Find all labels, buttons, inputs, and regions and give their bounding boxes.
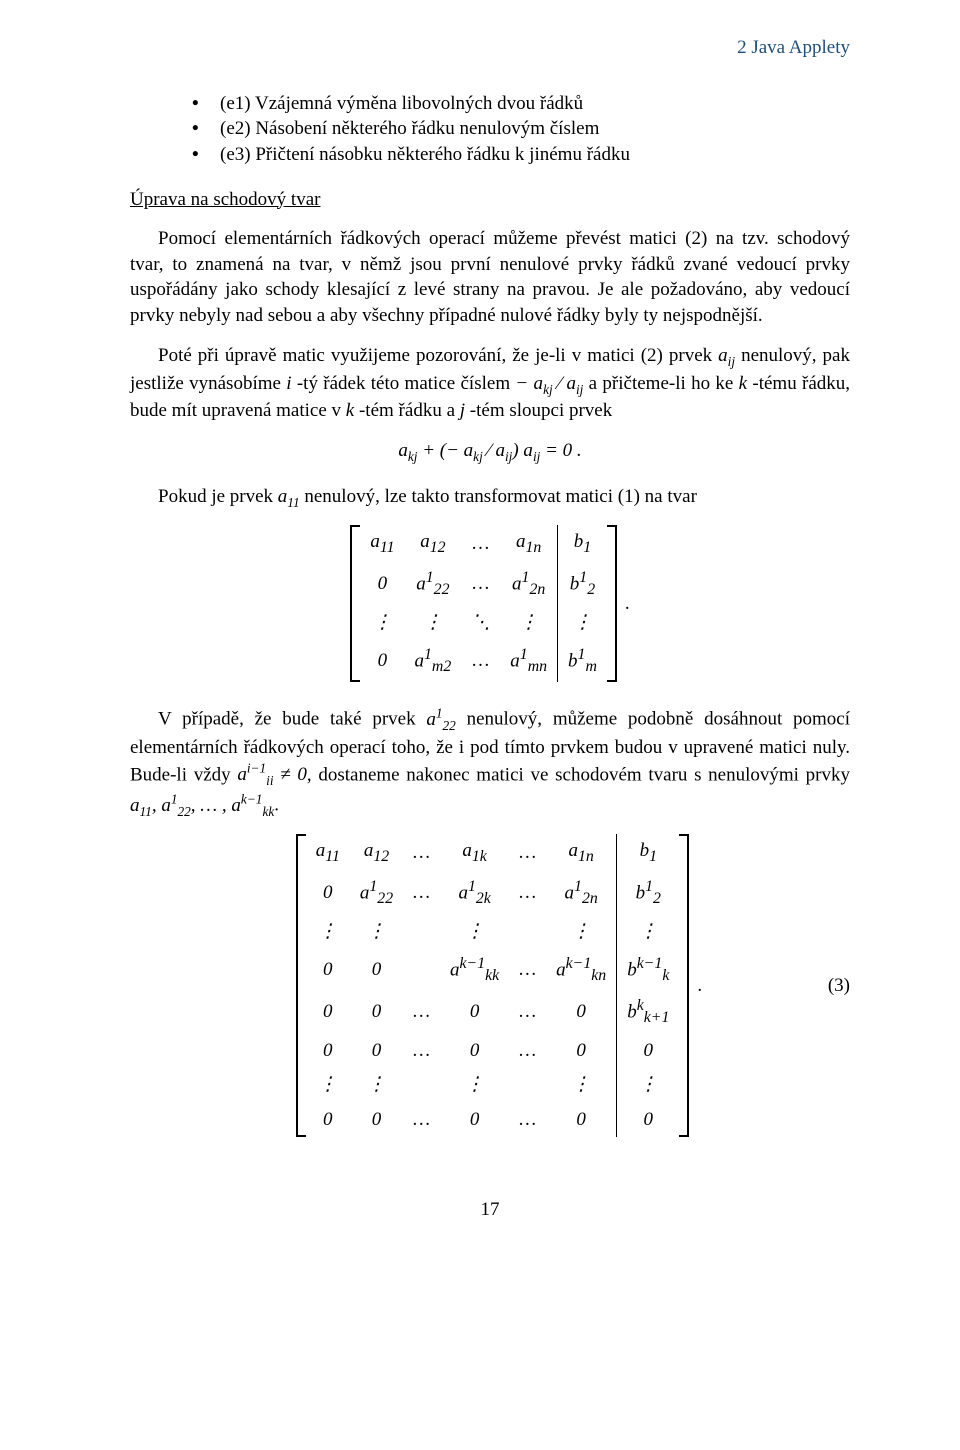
math-inline: ai−1ii ≠ 0 — [237, 764, 307, 785]
matrix-2: a11 a12 … a1k … a1n b1 0 a122 … a12k … — [296, 834, 690, 1137]
text: -tém řádku a — [359, 400, 460, 421]
section-header: 2 Java Applety — [130, 35, 850, 61]
math-inline: − akj ⁄ aij — [515, 373, 583, 394]
equation-zero: akj + (− akj ⁄ aij) aij = 0 . — [130, 438, 850, 466]
text: Pokud je prvek — [158, 486, 278, 507]
equation-number: (3) — [828, 973, 850, 999]
math-inline: a11 — [278, 486, 300, 507]
page-number: 17 — [130, 1197, 850, 1223]
paragraph-2: Poté při úpravě matic využijeme pozorová… — [130, 343, 850, 424]
math-inline: k — [346, 400, 354, 421]
list-item: (e3) Přičtení násobku některého řádku k … — [220, 142, 850, 168]
page: 2 Java Applety (e1) Vzájemná výměna libo… — [0, 0, 960, 1450]
text: -tý řádek této matice číslem — [297, 373, 516, 394]
math-inline: aij — [718, 345, 735, 366]
text: Poté při úpravě matic využijeme pozorová… — [158, 345, 718, 366]
math-inline: a122 — [426, 709, 455, 730]
subheading: Úprava na schodový tvar — [130, 187, 850, 213]
text: V případě, že bude také prvek — [158, 709, 426, 730]
math-inline: a11, a122, … , ak−1kk — [130, 795, 274, 816]
paragraph-3: Pokud je prvek a11 nenulový, lze takto t… — [130, 484, 850, 512]
matrix-2-block: a11 a12 … a1k … a1n b1 0 a122 … a12k … — [130, 834, 850, 1137]
paragraph-1: Pomocí elementárních řádkových operací m… — [130, 226, 850, 329]
text: -tém sloupci prvek — [470, 400, 612, 421]
matrix-1-block: a11 a12 … a1n b1 0 a122 … a12n b12 ⋮ ⋮ ⋱ — [130, 525, 850, 682]
math-inline: k — [739, 373, 747, 394]
elementary-ops-list: (e1) Vzájemná výměna libovolných dvou řá… — [130, 91, 850, 168]
paragraph-4: V případě, že bude také prvek a122 nenul… — [130, 704, 850, 820]
math-inline: i — [286, 373, 291, 394]
text: a přičteme-li ho ke — [589, 373, 739, 394]
text: nenulový, lze takto transformovat matici… — [304, 486, 697, 507]
math-inline: j — [460, 400, 465, 421]
matrix-1: a11 a12 … a1n b1 0 a122 … a12n b12 ⋮ ⋮ ⋱ — [350, 525, 617, 682]
text: dostaneme nakonec matici ve schodovém tv… — [318, 764, 850, 785]
list-item: (e2) Násobení některého řádku nenulovým … — [220, 116, 850, 142]
list-item: (e1) Vzájemná výměna libovolných dvou řá… — [220, 91, 850, 117]
